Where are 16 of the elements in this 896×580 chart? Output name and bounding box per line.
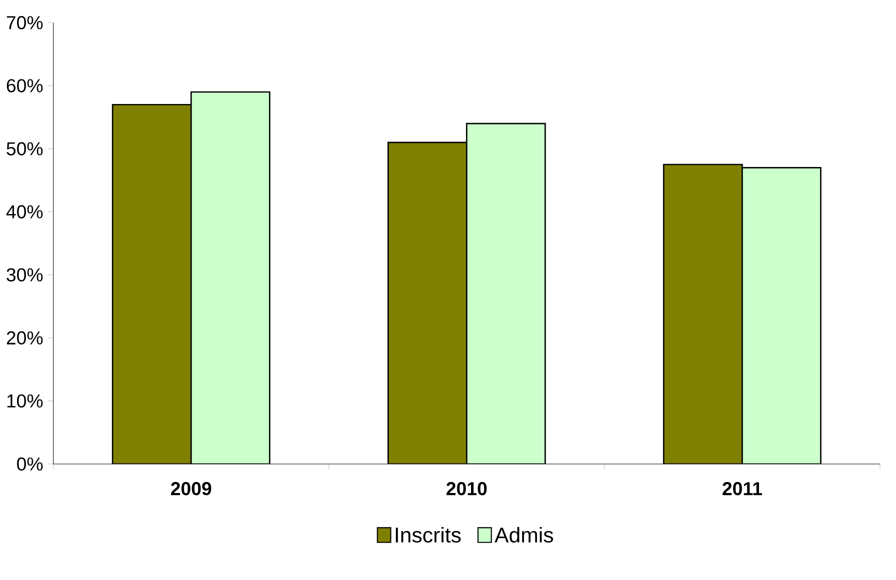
y-tick-label: 10%: [7, 394, 43, 408]
x-tick-label: 2010: [446, 482, 487, 496]
y-tick-label: 50%: [6, 142, 43, 156]
y-tick-label: 40%: [6, 205, 43, 218]
x-tick-label: 2011: [722, 482, 762, 496]
y-tick-label: 20%: [6, 331, 43, 345]
y-tick-label: 70%: [6, 16, 43, 30]
bar: [112, 104, 192, 464]
bar: [663, 164, 743, 464]
y-tick-label: 60%: [6, 79, 43, 92]
x-tick-label: 2009: [171, 482, 212, 496]
bar: [387, 142, 468, 464]
y-tick-label: 30%: [6, 268, 43, 282]
legend-label: Inscrits: [396, 526, 461, 543]
y-tick-label: 0%: [17, 457, 43, 471]
legend-label: Admis: [494, 526, 554, 543]
